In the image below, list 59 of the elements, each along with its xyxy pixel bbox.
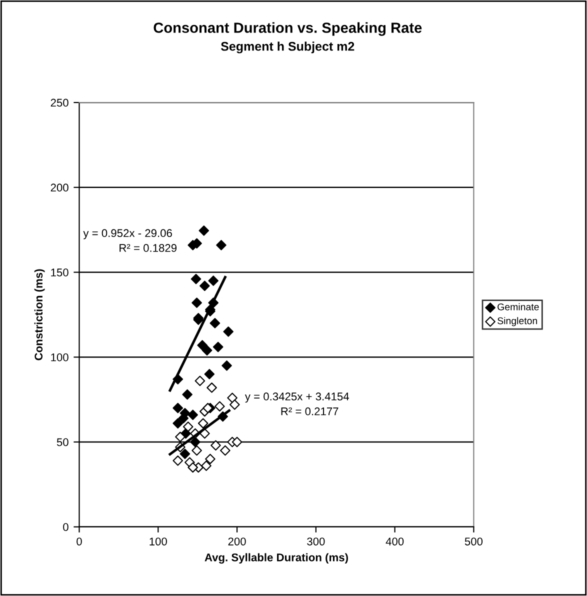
- x-tick-label: 300: [307, 538, 325, 546]
- annotation: y = 0.3425x + 3.4154: [244, 392, 349, 403]
- chart-title: Consonant Duration vs. Speaking Rate: [154, 22, 422, 36]
- x-tick-label: 100: [150, 538, 167, 546]
- y-tick-label: 150: [51, 268, 68, 276]
- point: [202, 345, 212, 356]
- point: [206, 382, 217, 393]
- point: [208, 276, 219, 286]
- point: [202, 402, 213, 414]
- point: [180, 448, 190, 460]
- point: [194, 376, 206, 386]
- y-tick-label: 50: [56, 438, 68, 446]
- y-axis-title: Constriction (ms): [34, 269, 45, 360]
- point: [232, 436, 242, 448]
- x-tick-label: 0: [76, 538, 82, 546]
- y-tick-label: 250: [50, 98, 68, 107]
- point: [172, 418, 184, 428]
- point: [192, 298, 202, 308]
- annotation: R² = 0.1829: [120, 244, 177, 252]
- point: [188, 410, 198, 420]
- point: [214, 401, 225, 412]
- point: [227, 392, 238, 404]
- point: [223, 326, 234, 337]
- point: [210, 318, 220, 328]
- point: [212, 342, 224, 352]
- point: [200, 280, 210, 291]
- point: [178, 413, 189, 424]
- y-tick-label: 100: [51, 353, 68, 362]
- point: [175, 432, 186, 442]
- point: [188, 462, 198, 473]
- chart-subtitle: Segment h Subject m2: [220, 42, 354, 54]
- point: [172, 402, 184, 414]
- point: [198, 226, 210, 236]
- point: [216, 240, 226, 250]
- point: [210, 440, 221, 451]
- point: [201, 460, 212, 471]
- x-tick-label: 200: [228, 538, 246, 546]
- annotation: R² = 0.2177: [281, 407, 338, 416]
- x-tick-label: 500: [464, 538, 483, 546]
- annotation: y = 0.952x - 29.06: [83, 229, 172, 240]
- x-axis-title: Avg. Syllable Duration (ms): [204, 553, 348, 564]
- x-tick-label: 400: [386, 538, 404, 546]
- point: [172, 456, 184, 466]
- point: [205, 454, 216, 464]
- legend-label: Singleton: [498, 317, 538, 326]
- y-tick-label: 0: [63, 523, 68, 531]
- legend-label: Geminate: [498, 303, 539, 310]
- point: [182, 389, 192, 400]
- point: [222, 360, 232, 371]
- point: [182, 422, 194, 432]
- y-tick-label: 200: [50, 184, 68, 192]
- point: [200, 428, 210, 439]
- point: [230, 399, 240, 410]
- point: [204, 368, 215, 380]
- point: [190, 274, 202, 284]
- point: [192, 445, 202, 456]
- point: [220, 445, 230, 456]
- point: [198, 418, 208, 428]
- point: [190, 436, 200, 448]
